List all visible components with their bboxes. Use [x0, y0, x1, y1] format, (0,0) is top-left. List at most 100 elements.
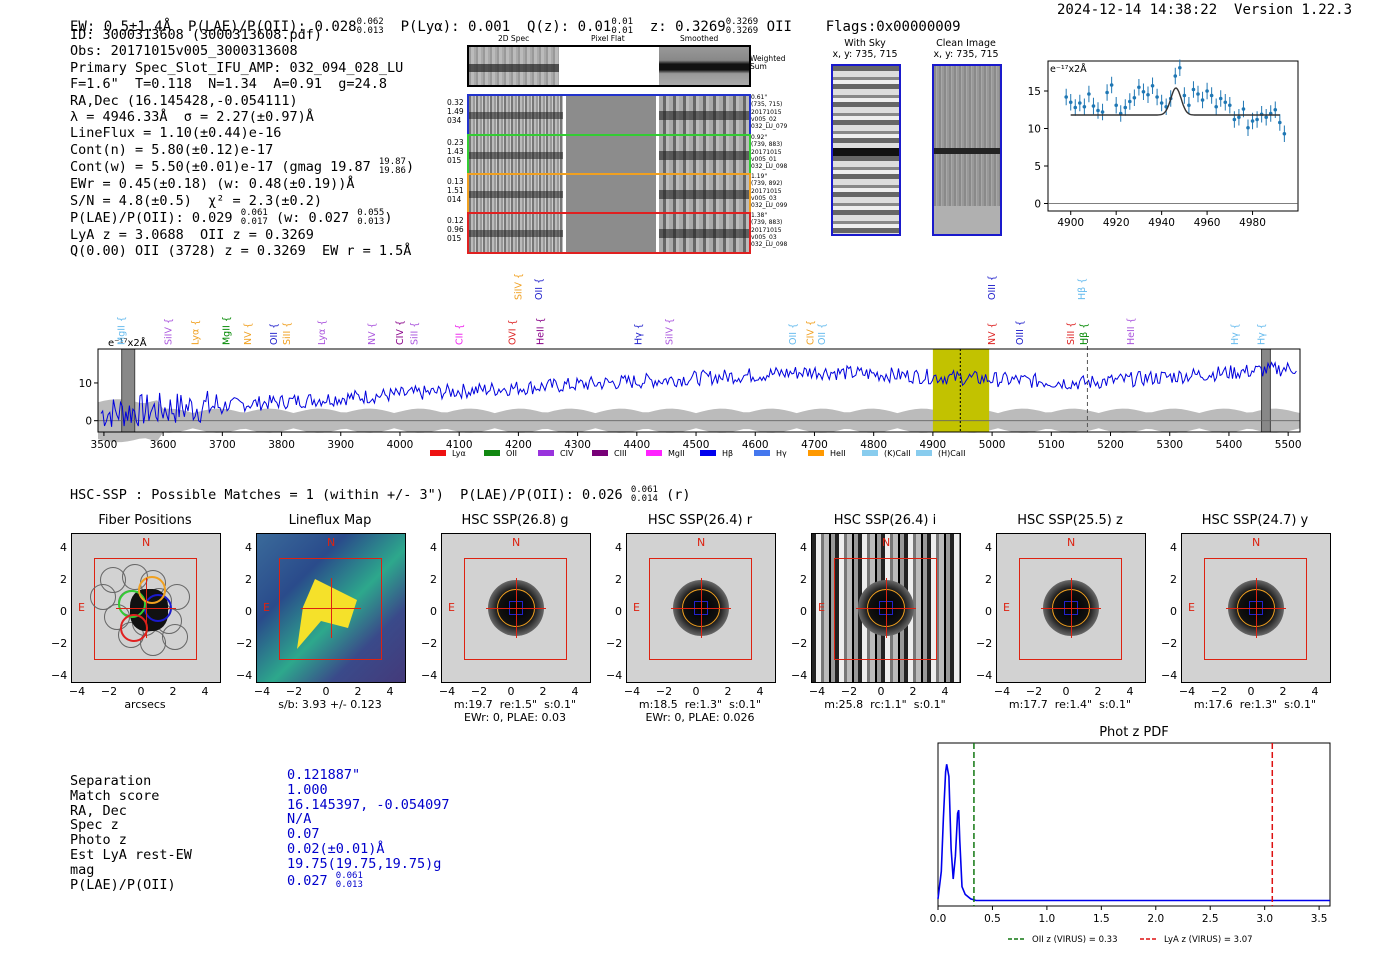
match-label: Separation [70, 773, 152, 789]
zoom-ylabel: e⁻¹⁷x2Å [1050, 63, 1087, 75]
info-obs: Obs: 20171015v005_3000313608 [70, 43, 298, 60]
spec-legend-swatch [862, 450, 878, 456]
zoom-point [1073, 105, 1078, 110]
header-right: 2024-12-14 14:38:22 Version 1.22.3 [1057, 2, 1352, 18]
cutout-row-left-labels: 0.32 1.49 034 [447, 98, 464, 125]
pdf-xtick-label: 3.5 [1311, 913, 1328, 925]
spec-line-label: CIV { [805, 320, 816, 345]
zoom-point [1123, 105, 1128, 110]
spec-xtick-label: 3600 [150, 439, 177, 451]
hsc-ytick-label: 2 [1170, 573, 1177, 586]
zoom-point [1278, 120, 1282, 125]
hsc-ytick-label: 4 [800, 541, 807, 554]
zoom-point [1264, 115, 1268, 120]
hsc-ytick-label: 0 [1170, 605, 1177, 618]
pdf-xtick-label: 1.5 [1093, 913, 1110, 925]
spec-legend-swatch [592, 450, 608, 456]
match-value: 16.145397, -0.054097 [287, 796, 450, 813]
spec-highlight-band [932, 349, 990, 432]
cutout-flat [566, 175, 656, 213]
spec-line-label: Hγ { [634, 323, 645, 345]
zoom-point [1096, 108, 1100, 113]
cutout-right-1: 1.38" [751, 212, 768, 219]
hsc-xtick-label: 4 [201, 685, 209, 698]
hsc-xtick-label: 4 [1311, 685, 1319, 698]
info-contw-hi: 19.87 [378, 157, 406, 168]
hsc-xtick-label: 2 [169, 685, 177, 698]
header-timestamp: 2024-12-14 14:38:22 [1057, 2, 1218, 18]
header-flags: Flags:0x00000009 [825, 19, 961, 35]
zoom-point [1237, 115, 1241, 120]
spec-xtick-label: 4500 [683, 439, 710, 451]
spec-line-label: SiII { [1066, 322, 1077, 345]
zoom-point [1205, 89, 1209, 93]
spec-xtick-label: 4900 [920, 439, 947, 451]
zoom-point [1250, 119, 1255, 123]
cutout-left-2: 0.96 [447, 225, 464, 234]
spec-line-label: Hβ { [1079, 323, 1090, 345]
zoom-point [1191, 87, 1196, 92]
match-plae-frac: 0.061 0.013 [336, 871, 363, 890]
spec-frame [97, 348, 1301, 433]
spec-line-label: SiII { [282, 322, 293, 345]
hsc-ytick-label: −4 [51, 669, 68, 682]
spec-line-label: SiIV { [664, 318, 675, 345]
compass-e: E [1188, 601, 1195, 614]
match-value: 0.02(±0.01)Å [287, 840, 385, 857]
info-contw-lo: 19.86 [378, 166, 406, 177]
weighted-sum-label: Weighted Sum [750, 55, 786, 71]
header-z-line: OII [766, 19, 792, 35]
spec-xtick-label: 5100 [1038, 439, 1065, 451]
crosshair-h [856, 608, 916, 609]
with-sky-image [831, 64, 901, 236]
header-plya: P(Lyα): 0.001 [400, 19, 511, 35]
cutout-right-1: 0.92" [751, 134, 768, 141]
cutout-flat [566, 214, 656, 252]
cutout-col-flat: Pixel Flat [591, 34, 625, 43]
hsc-aperture-box [1204, 557, 1307, 661]
header-plae: 0.028 [314, 19, 357, 35]
spec-legend-label: HeII [830, 449, 846, 458]
match-label: P(LAE)/P(OII) [70, 876, 176, 893]
spec-legend-label: (K)CaII [884, 449, 911, 458]
zoom-point [1150, 83, 1155, 88]
spec-legend-swatch [538, 450, 554, 456]
hsc-ytick-label: −2 [1161, 637, 1178, 650]
spec-xtick-label: 5500 [1275, 439, 1302, 451]
hsc-ytick-label: −2 [791, 637, 808, 650]
spec-xtick-label: 4100 [446, 439, 473, 451]
compass-e: E [448, 601, 455, 614]
cutout-right-2: (739, 883) [751, 219, 783, 227]
hsc-panel-title: HSC SSP(26.4) i [833, 513, 937, 528]
crosshair-h [1041, 608, 1101, 609]
zoom-line-chart: 4900 4920 4940 4960 4980 0 5 10 15 e⁻¹⁷x2Å [1028, 59, 1299, 229]
hsc-panel-caption: s/b: 3.93 +/- 0.123 [278, 698, 382, 711]
zoom-point [1105, 90, 1109, 95]
info-lya: LyA z = 3.0688 OII z = 0.3269 [70, 227, 314, 244]
info-radec: RA,Dec (16.145428,-0.054111) [70, 92, 298, 109]
zoom-xtick-label: 4900 [1057, 217, 1084, 229]
spec-xtick-label: 4400 [623, 439, 650, 451]
compass-n: N [142, 536, 151, 549]
spec-legend-swatch [754, 450, 770, 456]
spec-legend-label: CIV [560, 449, 574, 458]
cutout-right-3: 20171015 [751, 148, 782, 156]
cutout-smoothed-trace [659, 229, 749, 238]
match-value: 1.000 [287, 781, 328, 798]
hsc-ytick-label: 4 [245, 541, 252, 554]
pdf-title: Phot z PDF [1099, 725, 1169, 740]
zoom-ytick-label: 5 [1034, 161, 1041, 173]
zoom-ytick-label: 0 [1034, 199, 1041, 211]
spec-line-label: OII { [534, 278, 545, 300]
hsc-panel-caption: m:17.7 re:1.4" s:0.1" [1008, 698, 1132, 711]
cutout-row [467, 134, 751, 176]
hsc-xtick-label: 0 [877, 685, 885, 698]
hsc-ytick-label: −2 [606, 637, 623, 650]
spec-legend-swatch [430, 450, 446, 456]
cutout-2d-trace [469, 230, 563, 237]
compass-e: E [818, 601, 825, 614]
hsc-ytick-label: 4 [985, 541, 992, 554]
zoom-point [1173, 74, 1178, 78]
hsc-ytick-label: −2 [421, 637, 438, 650]
